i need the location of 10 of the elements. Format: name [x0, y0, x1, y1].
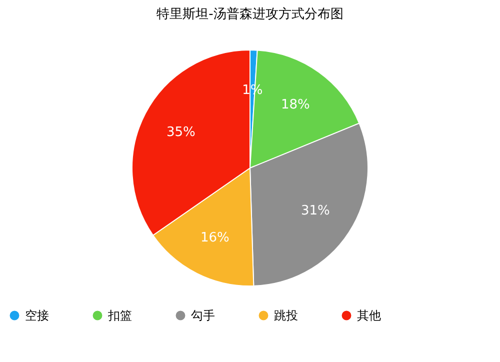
- data-label: 18%: [281, 98, 310, 113]
- chart-title: 特里斯坦-汤普森进攻方式分布图: [156, 6, 344, 22]
- data-label: 31%: [300, 203, 330, 218]
- legend-label: 空接: [25, 308, 49, 323]
- legend-label: 跳投: [274, 308, 298, 323]
- data-label: 16%: [200, 230, 230, 246]
- legend-label: 勾手: [191, 308, 215, 323]
- data-label: 35%: [166, 124, 196, 140]
- legend-label: 扣篮: [107, 308, 132, 323]
- legend-label: 其他: [357, 308, 381, 323]
